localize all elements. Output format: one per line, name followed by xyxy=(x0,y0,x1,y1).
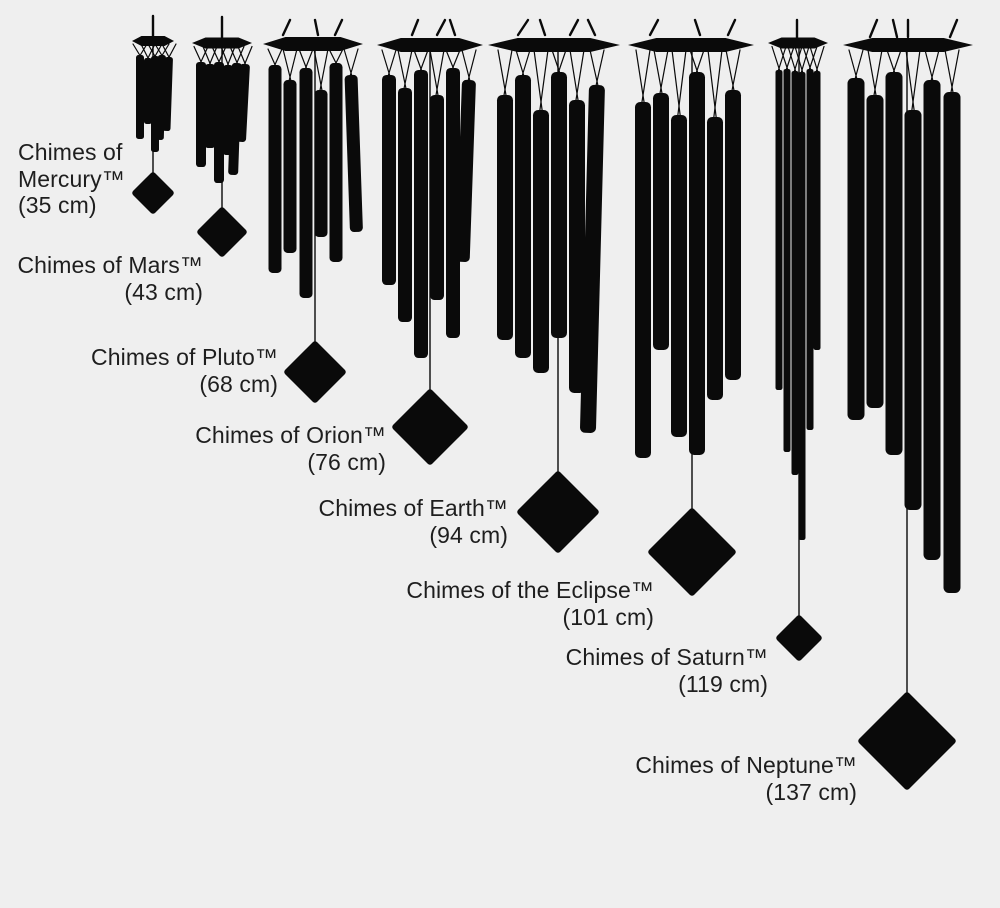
chime-orion xyxy=(377,18,483,465)
chime-saturn xyxy=(768,18,828,661)
chime-earth xyxy=(488,18,620,553)
wind-catcher-mercury xyxy=(132,172,174,214)
product-size: (94 cm) xyxy=(429,521,508,548)
product-name-line: Chimes of Earth™ xyxy=(318,495,508,521)
label-chimes-of-earth: Chimes of Earth™ (94 cm) xyxy=(319,495,509,548)
chime-mars xyxy=(192,15,253,257)
product-name-line: Chimes of Saturn™ xyxy=(565,644,768,670)
wind-catcher-earth xyxy=(517,471,599,553)
product-name-line: Chimes of Pluto™ xyxy=(91,344,278,370)
product-name-line: Chimes of Mars™ xyxy=(17,252,203,278)
label-chimes-of-orion: Chimes of Orion™ (76 cm) xyxy=(195,422,386,475)
product-size: (137 cm) xyxy=(765,778,857,805)
wind-catcher-neptune xyxy=(858,692,956,790)
label-chimes-of-mercury: Chimes of Mercury™ (35 cm) xyxy=(18,139,125,219)
chime-pluto xyxy=(263,18,363,403)
wind-catcher-pluto xyxy=(284,341,346,403)
label-chimes-of-mars: Chimes of Mars™ (43 cm) xyxy=(17,252,203,305)
product-size: (68 cm) xyxy=(199,370,278,397)
product-size: (119 cm) xyxy=(678,670,768,697)
product-name-line: Mercury™ xyxy=(18,165,125,192)
product-size: (76 cm) xyxy=(307,448,386,475)
product-name-line: Chimes of the Eclipse™ xyxy=(406,577,654,603)
product-size: (35 cm) xyxy=(18,192,97,218)
chime-neptune xyxy=(843,18,973,790)
chime-eclipse xyxy=(628,18,754,596)
product-size: (101 cm) xyxy=(562,603,654,630)
wind-catcher-saturn xyxy=(776,615,822,661)
label-chimes-of-the-eclipse: Chimes of the Eclipse™ (101 cm) xyxy=(406,577,654,630)
wind-catcher-mars xyxy=(197,207,247,257)
product-name-line: Chimes of Orion™ xyxy=(195,422,386,448)
chime-mercury xyxy=(132,14,177,214)
label-chimes-of-pluto: Chimes of Pluto™ (68 cm) xyxy=(91,344,278,397)
wind-catcher-eclipse xyxy=(648,508,736,596)
label-chimes-of-saturn: Chimes of Saturn™ (119 cm) xyxy=(566,644,768,697)
product-size: (43 cm) xyxy=(124,278,203,305)
label-chimes-of-neptune: Chimes of Neptune™ (137 cm) xyxy=(635,752,857,805)
wind-catcher-orion xyxy=(392,389,468,465)
product-name-line: Chimes of Neptune™ xyxy=(635,752,857,778)
product-name-line: Chimes of xyxy=(18,139,123,165)
